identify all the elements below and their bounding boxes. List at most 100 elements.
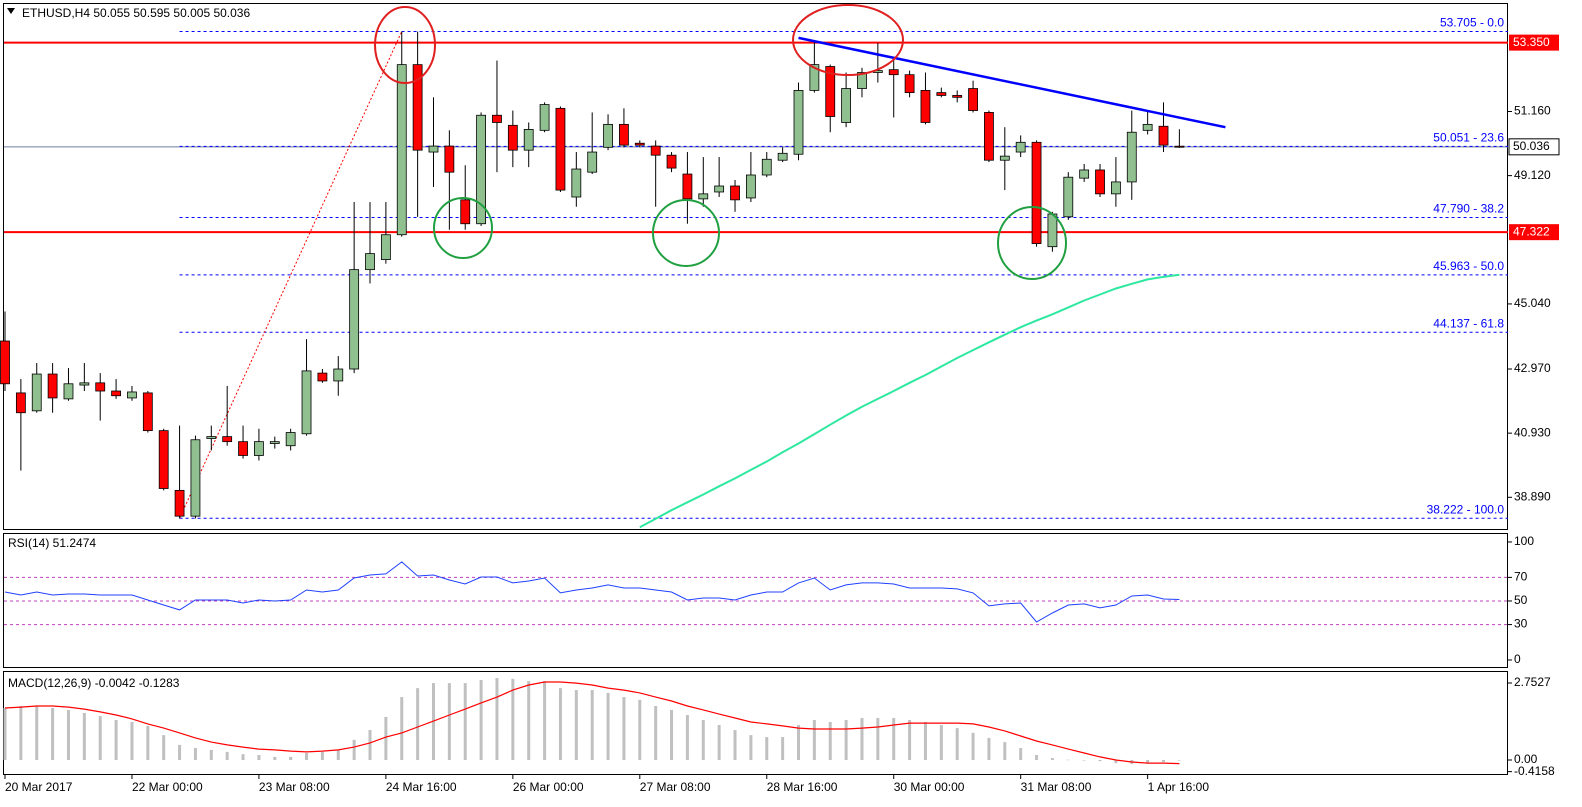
macd-bar bbox=[892, 718, 896, 761]
candle-body bbox=[380, 234, 391, 260]
fib-label: 44.137 - 61.8 bbox=[1433, 316, 1504, 330]
macd-bar bbox=[527, 681, 531, 761]
x-tick-label: 28 Mar 16:00 bbox=[767, 780, 838, 794]
candle-body bbox=[238, 441, 248, 456]
macd-bar bbox=[1082, 760, 1086, 761]
macd-bar bbox=[622, 697, 626, 761]
macd-bar bbox=[558, 688, 562, 761]
candle-body bbox=[460, 199, 471, 225]
candle-body bbox=[1126, 131, 1137, 183]
candle-body bbox=[968, 88, 978, 111]
candle-body bbox=[0, 340, 10, 385]
fib-label: 45.963 - 50.0 bbox=[1433, 259, 1504, 273]
candle-body bbox=[523, 129, 534, 151]
macd-bar bbox=[574, 690, 578, 761]
macd-bar bbox=[717, 725, 721, 761]
candle-body bbox=[15, 392, 26, 414]
rsi-title: RSI(14) 51.2474 bbox=[8, 536, 96, 550]
candle-body bbox=[428, 145, 439, 153]
annotation-circle bbox=[374, 6, 436, 84]
macd-bar bbox=[66, 709, 70, 761]
candle-body bbox=[936, 92, 947, 96]
macd-bar bbox=[3, 707, 7, 761]
candle-body bbox=[222, 436, 233, 443]
candle-body bbox=[158, 430, 169, 489]
candle-body bbox=[555, 107, 566, 191]
macd-bar bbox=[447, 683, 451, 761]
macd-bar bbox=[320, 751, 324, 761]
candle-body bbox=[396, 64, 407, 236]
candle-body bbox=[190, 439, 201, 517]
x-tick-label: 20 Mar 2017 bbox=[5, 780, 73, 794]
macd-bar bbox=[416, 688, 420, 761]
candle-body bbox=[79, 382, 90, 386]
macd-bar bbox=[685, 714, 689, 761]
candle-body bbox=[603, 123, 613, 148]
macd-bar bbox=[1162, 760, 1166, 762]
candle-body bbox=[1063, 176, 1074, 218]
candle-body bbox=[1079, 169, 1090, 179]
candle-body bbox=[809, 64, 820, 91]
moving-average bbox=[639, 273, 1180, 529]
macd-bar bbox=[765, 737, 769, 761]
macd-bar bbox=[1019, 747, 1023, 761]
macd-bar bbox=[638, 699, 642, 761]
annotation-circle bbox=[792, 4, 904, 76]
candle-body bbox=[333, 368, 344, 382]
candle-body bbox=[1095, 169, 1105, 195]
macd-bar bbox=[352, 739, 356, 761]
macd-bar bbox=[400, 697, 404, 761]
level-label: 47.322 bbox=[1513, 224, 1550, 238]
candle-body bbox=[63, 383, 74, 400]
macd-bar bbox=[1066, 759, 1070, 761]
menu-triangle bbox=[7, 8, 15, 14]
x-tick-label: 30 Mar 00:00 bbox=[894, 780, 965, 794]
candle-body bbox=[492, 114, 502, 123]
y-tick-label: -0.4158 bbox=[1514, 764, 1555, 778]
candle-body bbox=[1031, 141, 1042, 244]
y-tick-label: 0 bbox=[1514, 652, 1521, 666]
fib-label: 53.705 - 0.0 bbox=[1440, 16, 1504, 30]
macd-bar bbox=[384, 716, 388, 761]
signal-line bbox=[4, 681, 1180, 765]
y-tick-label: 51.160 bbox=[1514, 104, 1551, 118]
candle-body bbox=[1015, 141, 1026, 153]
fib-label: 50.051 - 23.6 bbox=[1433, 131, 1504, 145]
candle-body bbox=[634, 142, 645, 146]
macd-bar bbox=[146, 725, 150, 761]
candle-body bbox=[619, 123, 629, 146]
chart-title: ETHUSD,H4 50.055 50.595 50.005 50.036 bbox=[22, 6, 250, 20]
fib-label: 47.790 - 38.2 bbox=[1433, 202, 1504, 216]
y-tick-label: 50 bbox=[1514, 593, 1528, 607]
candle-body bbox=[349, 269, 360, 370]
y-tick-label: 38.890 bbox=[1514, 489, 1551, 503]
x-tick-label: 22 Mar 00:00 bbox=[132, 780, 203, 794]
macd-bar bbox=[923, 721, 927, 761]
fib-base-line bbox=[179, 31, 403, 519]
macd-bar bbox=[971, 732, 975, 761]
macd-bar bbox=[162, 735, 166, 761]
level-badge bbox=[1509, 224, 1559, 241]
candle-body bbox=[1174, 145, 1185, 148]
macd-bar bbox=[1098, 760, 1102, 762]
y-tick-label: 30 bbox=[1514, 617, 1528, 631]
candle-body bbox=[888, 69, 899, 76]
candle-body bbox=[745, 174, 756, 199]
macd-bar bbox=[670, 709, 674, 761]
macd-bar bbox=[178, 744, 182, 761]
y-tick-label: 70 bbox=[1514, 570, 1528, 584]
candle-body bbox=[142, 392, 153, 432]
candle-body bbox=[825, 66, 836, 117]
candle-body bbox=[301, 370, 312, 435]
candle-body bbox=[285, 432, 296, 447]
annotations bbox=[374, 4, 1067, 280]
y-tick-label: 2.7527 bbox=[1514, 675, 1551, 689]
candle-body bbox=[127, 391, 137, 399]
macd-bar bbox=[1003, 742, 1007, 761]
macd-bar bbox=[98, 716, 102, 761]
y-tick-label: 42.970 bbox=[1514, 361, 1551, 375]
candle-body bbox=[539, 104, 550, 131]
macd-bar bbox=[781, 737, 785, 761]
